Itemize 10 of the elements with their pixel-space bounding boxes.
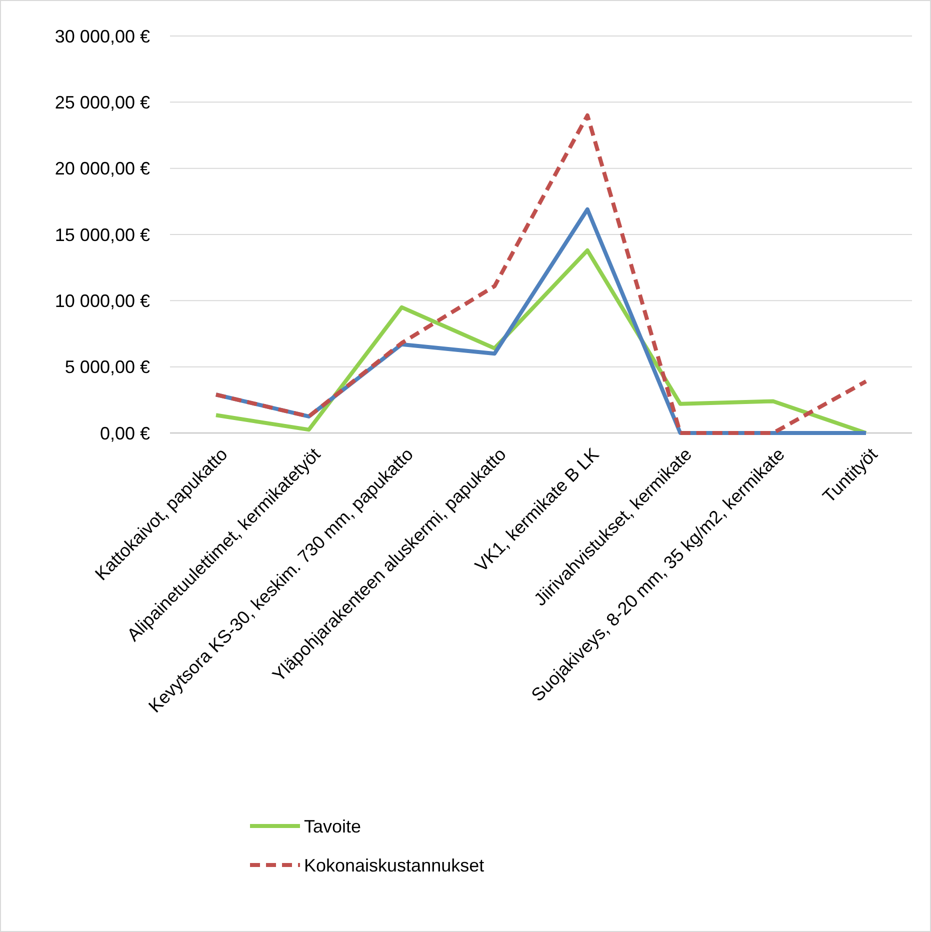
line-series <box>214 113 868 435</box>
y-tick-label: 0,00 € <box>100 423 150 444</box>
y-tick-label: 25 000,00 € <box>54 92 150 112</box>
y-tick-label: 20 000,00 € <box>54 158 150 179</box>
legend-label: Tavoite <box>304 816 362 836</box>
y-tick-label: 10 000,00 € <box>54 290 150 311</box>
legend-label: Kokonaiskustannukset <box>304 855 484 876</box>
y-tick-label: 30 000,00 € <box>54 26 150 46</box>
y-tick-label: 5 000,00 € <box>64 357 150 378</box>
y-tick-label: 15 000,00 € <box>54 224 150 245</box>
